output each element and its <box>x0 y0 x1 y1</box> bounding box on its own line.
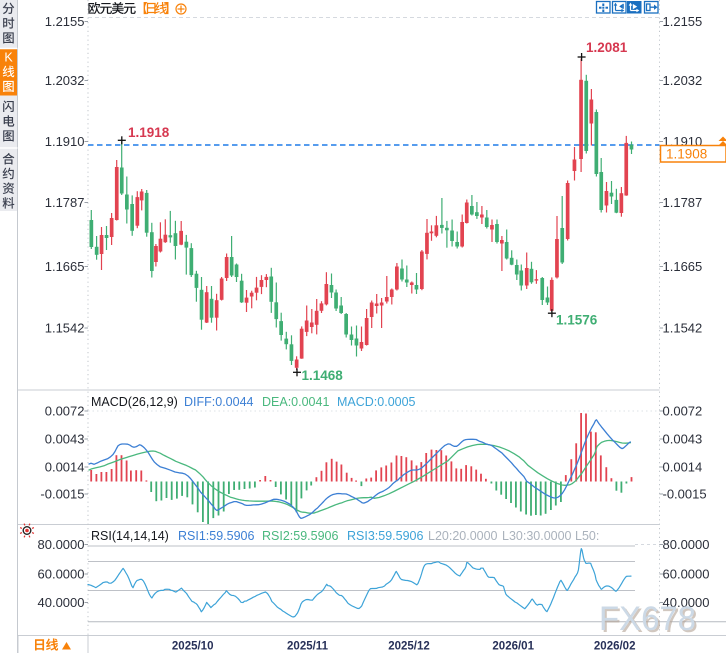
svg-text:FX678: FX678 <box>601 602 698 640</box>
svg-text:2025/11: 2025/11 <box>287 641 329 653</box>
svg-text:1.2081: 1.2081 <box>586 40 628 55</box>
svg-text:2025/12: 2025/12 <box>388 641 430 653</box>
svg-text:0.0043: 0.0043 <box>663 432 703 447</box>
svg-text:1.1910: 1.1910 <box>45 134 85 149</box>
svg-text:60.0000: 60.0000 <box>663 567 710 582</box>
svg-text:0.0072: 0.0072 <box>45 404 85 419</box>
svg-text:1.1542: 1.1542 <box>663 321 703 336</box>
svg-text:1.1908: 1.1908 <box>666 147 707 162</box>
svg-text:K: K <box>4 51 13 65</box>
svg-text:0.0043: 0.0043 <box>45 432 85 447</box>
svg-text:MACD:0.0005: MACD:0.0005 <box>337 395 416 409</box>
svg-text:60.0000: 60.0000 <box>38 567 85 582</box>
svg-text:1.1576: 1.1576 <box>556 313 598 328</box>
svg-text:DIFF:0.0044: DIFF:0.0044 <box>184 395 254 409</box>
svg-text:2026/02: 2026/02 <box>594 641 636 653</box>
svg-text:L20:20.0000: L20:20.0000 <box>428 529 498 543</box>
svg-text:2025/10: 2025/10 <box>172 641 214 653</box>
svg-text:40.0000: 40.0000 <box>663 595 710 610</box>
svg-text:2026/01: 2026/01 <box>492 641 534 653</box>
svg-text:1.1468: 1.1468 <box>302 368 344 383</box>
svg-text:1.1665: 1.1665 <box>45 259 85 274</box>
svg-text:1.1542: 1.1542 <box>45 321 85 336</box>
svg-text:-0.0015: -0.0015 <box>40 487 84 502</box>
svg-text:RSI1:59.5906: RSI1:59.5906 <box>178 529 254 543</box>
svg-text:80.0000: 80.0000 <box>663 537 710 552</box>
svg-text:DEA:0.0041: DEA:0.0041 <box>262 395 329 409</box>
svg-text:-0.0015: -0.0015 <box>663 487 707 502</box>
svg-text:1.2155: 1.2155 <box>45 14 85 29</box>
svg-text:RSI3:59.5906: RSI3:59.5906 <box>347 529 423 543</box>
svg-text:80.0000: 80.0000 <box>38 537 85 552</box>
svg-text:40.0000: 40.0000 <box>38 595 85 610</box>
svg-text:MACD(26,12,9): MACD(26,12,9) <box>91 395 178 409</box>
svg-text:RSI2:59.5906: RSI2:59.5906 <box>262 529 338 543</box>
svg-text:0.0014: 0.0014 <box>45 460 85 475</box>
svg-text:1.1787: 1.1787 <box>663 195 703 210</box>
svg-text:1.2032: 1.2032 <box>663 73 703 88</box>
svg-text:0.0014: 0.0014 <box>663 460 703 475</box>
svg-text:L30:30.0000: L30:30.0000 <box>502 529 572 543</box>
svg-text:0.0072: 0.0072 <box>663 404 703 419</box>
svg-text:L50:: L50: <box>575 529 599 543</box>
svg-text:1.1787: 1.1787 <box>45 195 85 210</box>
svg-text:1.2155: 1.2155 <box>663 14 703 29</box>
svg-text:1.2032: 1.2032 <box>45 73 85 88</box>
svg-text:FX678: FX678 <box>599 600 696 638</box>
svg-text:RSI(14,14,14): RSI(14,14,14) <box>91 529 169 543</box>
svg-text:1.1918: 1.1918 <box>128 125 170 140</box>
svg-text:1.1665: 1.1665 <box>663 259 703 274</box>
